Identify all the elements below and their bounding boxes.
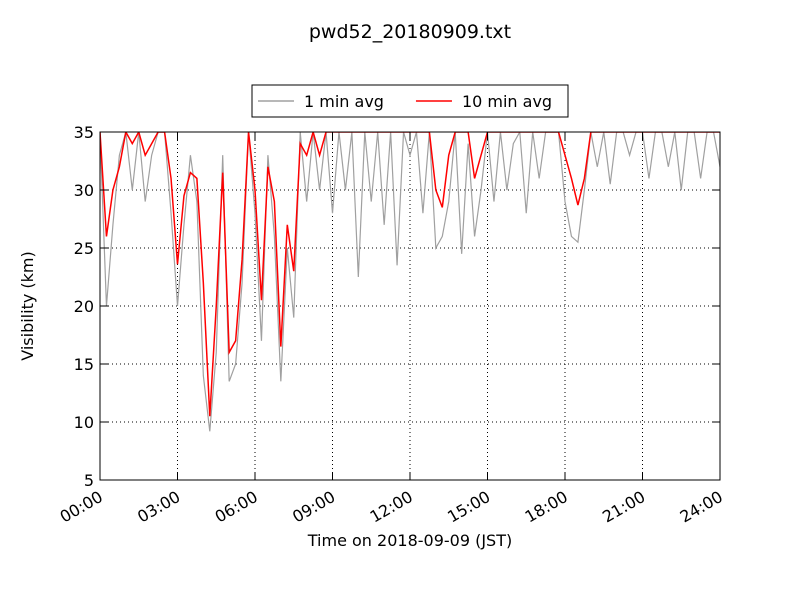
y-axis-label: Visibility (km) (18, 251, 37, 360)
y-tick-label: 5 (84, 471, 94, 490)
chart-title: pwd52_20180909.txt (309, 21, 511, 43)
legend-label: 10 min avg (462, 92, 552, 111)
axes: 5 10 15 20 25 30 35 00:00 03:00 06:00 09:00 12:00 15… (57, 123, 726, 527)
x-tick-label: 21:00 (599, 487, 648, 527)
x-tick-label: 09:00 (289, 487, 338, 527)
y-tick-label: 20 (74, 297, 94, 316)
y-tick-label: 25 (74, 239, 94, 258)
series-line (100, 132, 720, 432)
x-tick-label: 24:00 (677, 487, 726, 527)
x-tick-label: 06:00 (212, 487, 261, 527)
plot-lines (100, 132, 720, 432)
y-tick-label: 15 (74, 355, 94, 374)
x-tick-label: 03:00 (134, 487, 183, 527)
x-axis-label: Time on 2018-09-09 (JST) (307, 531, 512, 550)
x-tick-label: 18:00 (522, 487, 571, 527)
y-tick-label: 35 (74, 123, 94, 142)
y-tick-label: 10 (74, 413, 94, 432)
legend-label: 1 min avg (304, 92, 384, 111)
x-tick-label: 12:00 (367, 487, 416, 527)
legend: 1 min avg 10 min avg (251, 84, 569, 118)
series-line (100, 132, 720, 417)
legend-box (251, 84, 569, 118)
y-tick-label: 30 (74, 181, 94, 200)
x-tick-label: 00:00 (57, 487, 106, 527)
grid (99, 131, 721, 481)
x-tick-label: 15:00 (444, 487, 493, 527)
